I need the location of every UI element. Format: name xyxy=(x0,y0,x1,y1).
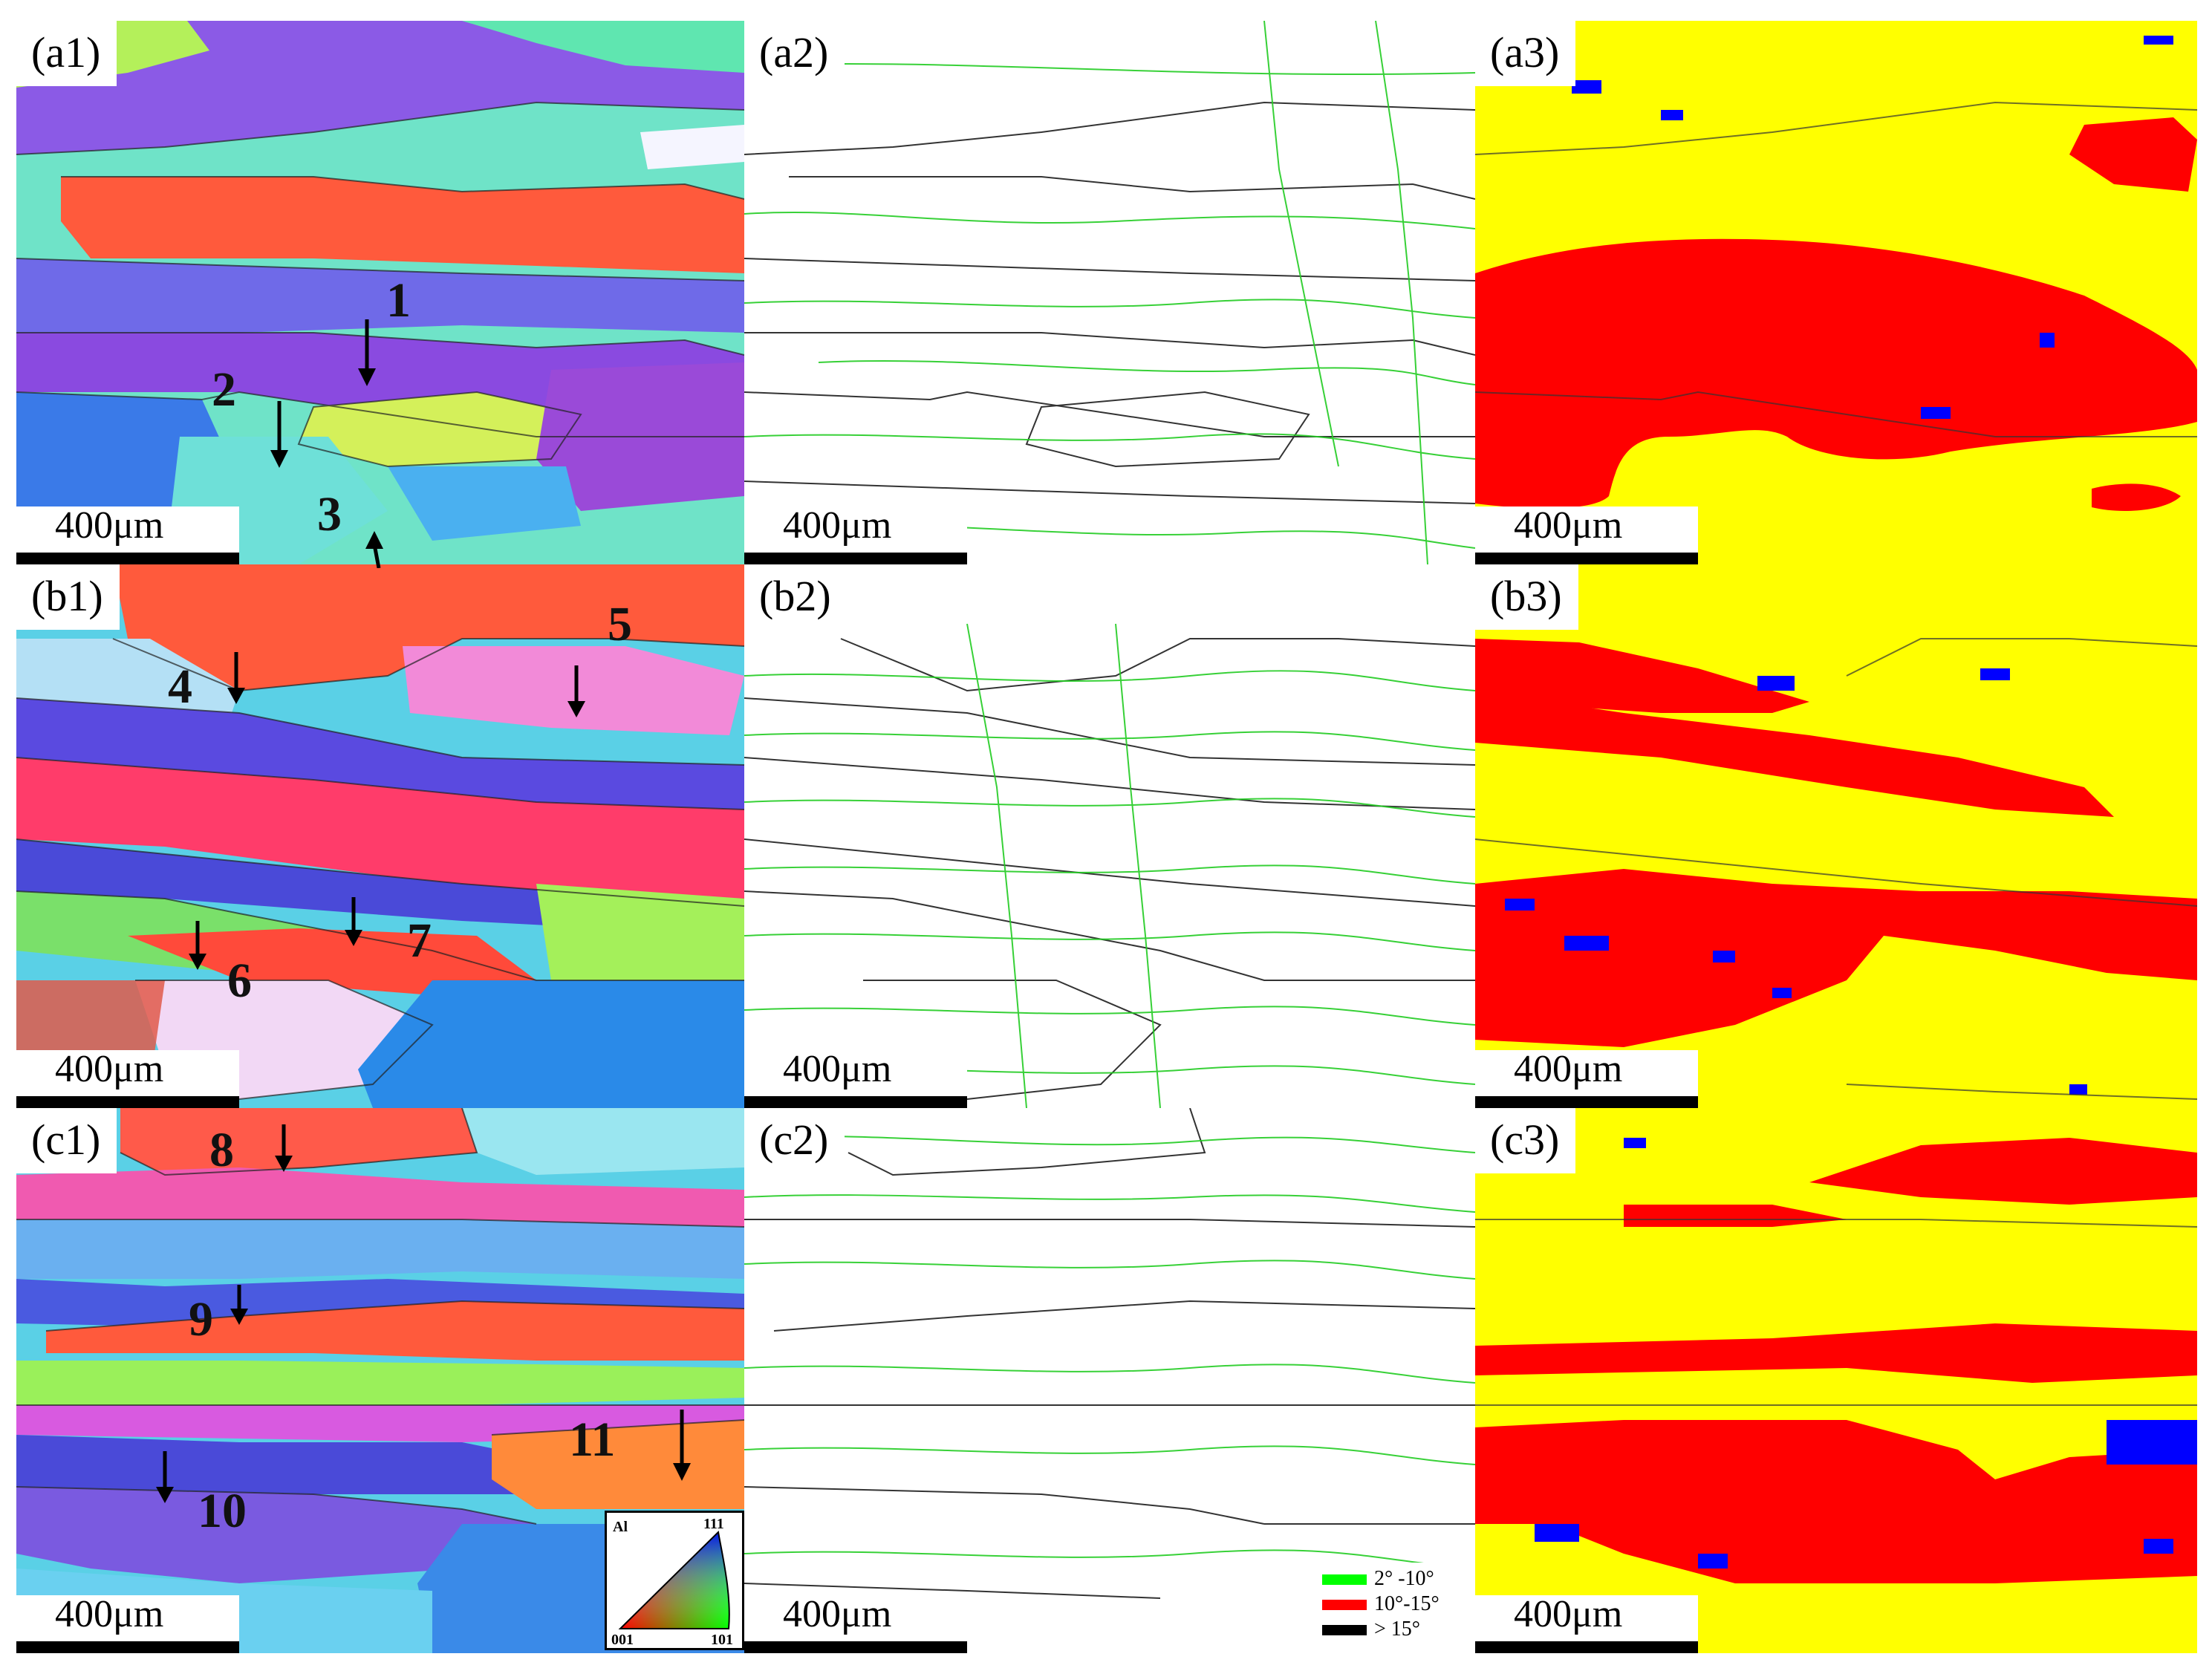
phase-map-c3 xyxy=(1475,1108,2197,1653)
ipf-corner-001: 001 xyxy=(611,1632,634,1648)
scale-bar-line xyxy=(16,1641,239,1653)
scale-bar: 400μm xyxy=(1475,1595,1698,1653)
legend-label: 10°-15° xyxy=(1374,1592,1440,1615)
legend-row-low-angle: 2° -10° xyxy=(1316,1569,1465,1591)
scale-bar: 400μm xyxy=(16,1050,239,1108)
scale-bar: 400μm xyxy=(16,506,239,564)
scale-bar-line xyxy=(1475,1641,1698,1653)
scale-bar: 400μm xyxy=(744,1050,967,1108)
scale-bar-label: 400μm xyxy=(55,1048,164,1090)
arrow-up-icon xyxy=(360,531,389,569)
arrow-down-icon xyxy=(339,897,368,946)
scale-bar-line xyxy=(16,553,239,564)
ipf-material-label: Al xyxy=(613,1519,628,1535)
panel-label: (c1) xyxy=(16,1108,117,1173)
ipf-map-c1 xyxy=(16,1108,744,1653)
boundary-map-a2 xyxy=(744,21,1475,564)
panel-c1: (c1) 400μm Al 111 001 101 xyxy=(16,1108,744,1653)
scale-bar-label: 400μm xyxy=(1514,1048,1623,1090)
legend-row-mid-angle: 10°-15° xyxy=(1316,1594,1465,1616)
arrow-down-icon xyxy=(150,1451,180,1503)
ipf-corner-111: 111 xyxy=(703,1516,724,1532)
grain-number-4: 4 xyxy=(168,659,192,714)
grain-number-3: 3 xyxy=(317,487,342,541)
scale-bar-label: 400μm xyxy=(783,1048,892,1090)
grain-number-2: 2 xyxy=(212,362,236,417)
grain-number-5: 5 xyxy=(608,597,632,651)
arrow-down-icon xyxy=(224,1285,254,1325)
scale-bar-label: 400μm xyxy=(1514,504,1623,547)
panel-c3: (c3) 400μm xyxy=(1475,1108,2197,1653)
arrow-down-icon xyxy=(352,319,382,386)
scale-bar-line xyxy=(744,1641,967,1653)
panel-label: (a3) xyxy=(1475,21,1576,86)
scale-bar: 400μm xyxy=(744,506,967,564)
panel-label: (a2) xyxy=(744,21,845,86)
panel-label: (b1) xyxy=(16,564,120,630)
ipf-color-key: Al 111 001 101 xyxy=(605,1511,744,1650)
arrow-down-icon xyxy=(667,1410,697,1481)
phase-map-a3 xyxy=(1475,21,2197,564)
legend-swatch-black xyxy=(1322,1625,1367,1635)
legend-label: > 15° xyxy=(1374,1618,1420,1641)
grain-number-8: 8 xyxy=(209,1123,234,1177)
legend-swatch-green xyxy=(1322,1574,1367,1585)
grain-number-11: 11 xyxy=(569,1413,616,1467)
arrow-down-icon xyxy=(264,401,294,468)
grain-number-1: 1 xyxy=(386,273,411,328)
panel-label: (a1) xyxy=(16,21,117,86)
legend-label: 2° -10° xyxy=(1374,1567,1434,1590)
scale-bar: 400μm xyxy=(16,1595,239,1653)
scale-bar-line xyxy=(744,553,967,564)
panel-label: (c3) xyxy=(1475,1108,1576,1173)
grain-number-9: 9 xyxy=(189,1292,213,1346)
scale-bar: 400μm xyxy=(1475,1050,1698,1108)
panel-b3: (b3) 400μm xyxy=(1475,564,2197,1108)
phase-map-b3 xyxy=(1475,564,2197,1108)
scale-bar-label: 400μm xyxy=(1514,1593,1623,1635)
panel-label: (c2) xyxy=(744,1108,845,1173)
scale-bar: 400μm xyxy=(1475,506,1698,564)
ipf-map-b1 xyxy=(16,564,744,1108)
panel-c2: (c2) 400μm 2° -10° 10°-15° > 15° xyxy=(744,1108,1475,1653)
arrow-down-icon xyxy=(562,665,591,717)
grain-number-6: 6 xyxy=(227,954,252,1008)
misorientation-legend: 2° -10° 10°-15° > 15° xyxy=(1316,1563,1475,1646)
panel-label: (b2) xyxy=(744,564,848,630)
ipf-triangle-icon xyxy=(618,1530,730,1629)
scale-bar-label: 400μm xyxy=(55,1593,164,1635)
boundary-map-c2 xyxy=(744,1108,1475,1653)
scale-bar-label: 400μm xyxy=(783,1593,892,1635)
arrow-down-icon xyxy=(269,1124,299,1172)
panel-a1: (a1) 400μm xyxy=(16,21,744,564)
scale-bar-label: 400μm xyxy=(783,504,892,547)
arrow-down-icon xyxy=(183,921,212,970)
scale-bar-line xyxy=(1475,1096,1698,1108)
boundary-map-b2 xyxy=(744,564,1475,1108)
panel-a2: (a2) 400μm xyxy=(744,21,1475,564)
legend-swatch-red xyxy=(1322,1600,1367,1610)
ipf-map-a1 xyxy=(16,21,744,564)
scale-bar-line xyxy=(1475,553,1698,564)
scale-bar-line xyxy=(744,1096,967,1108)
scale-bar-label: 400μm xyxy=(55,504,164,547)
scale-bar: 400μm xyxy=(744,1595,967,1653)
legend-row-high-angle: > 15° xyxy=(1316,1619,1465,1641)
panel-label: (b3) xyxy=(1475,564,1578,630)
scale-bar-line xyxy=(16,1096,239,1108)
arrow-down-icon xyxy=(221,652,251,704)
panel-b1: (b1) 400μm xyxy=(16,564,744,1108)
grain-number-7: 7 xyxy=(407,913,432,968)
panel-b2: (b2) 400μm xyxy=(744,564,1475,1108)
grain-number-10: 10 xyxy=(198,1484,247,1538)
panel-a3: (a3) 400μm xyxy=(1475,21,2197,564)
ipf-corner-101: 101 xyxy=(711,1632,733,1648)
